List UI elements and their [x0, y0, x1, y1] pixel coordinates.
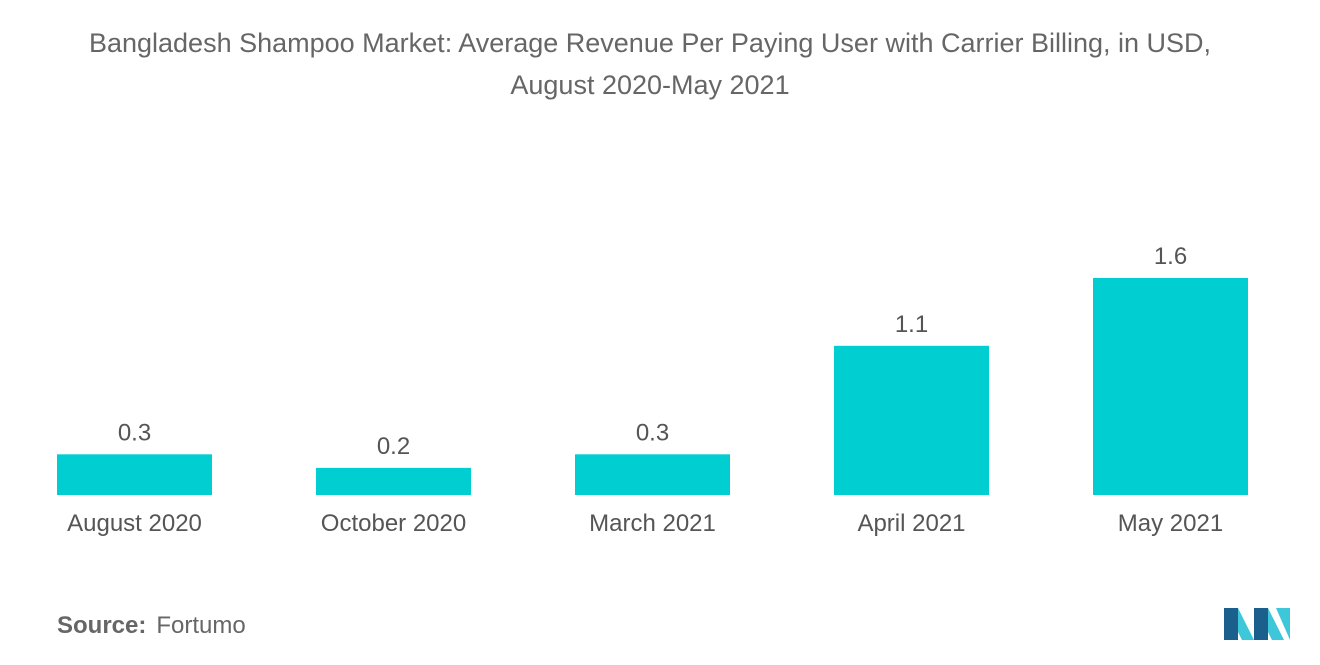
source-note: Source: Fortumo — [57, 612, 246, 640]
data-label: 0.2 — [377, 433, 410, 460]
logo-shape-1 — [1224, 608, 1238, 640]
chart-title: Bangladesh Shampoo Market: Average Reven… — [0, 22, 1300, 106]
x-tick-label: October 2020 — [321, 510, 466, 537]
x-tick-label: April 2021 — [857, 510, 965, 537]
mordor-intelligence-logo-icon — [1224, 608, 1290, 640]
data-label: 1.6 — [1154, 243, 1187, 270]
data-label: 1.1 — [895, 311, 928, 338]
x-tick-label: May 2021 — [1118, 510, 1223, 537]
x-tick-label: August 2020 — [67, 510, 202, 537]
chart-title-line-1: Bangladesh Shampoo Market: Average Reven… — [88, 28, 1212, 58]
data-label: 0.3 — [636, 419, 669, 446]
bar-chart: 0.3 August 2020 0.2 October 2020 0.3 March 20… — [57, 243, 1248, 537]
bar-august-2020 — [57, 454, 212, 495]
bar-march-2021 — [575, 454, 730, 495]
logo-shape-5 — [1276, 608, 1290, 640]
bar-may-2021 — [1093, 278, 1248, 495]
source-label: Source: — [57, 612, 147, 639]
logo-shape-2 — [1238, 608, 1254, 640]
data-label: 0.3 — [118, 419, 151, 446]
bar-april-2021 — [834, 345, 989, 495]
logo-shape-3 — [1254, 608, 1268, 640]
logo-shape-4 — [1268, 608, 1284, 640]
bar-october-2020 — [316, 467, 471, 495]
source-value: Fortumo — [156, 612, 246, 639]
x-tick-label: March 2021 — [589, 510, 716, 537]
chart-title-line-2: August 2020-May 2021 — [510, 70, 790, 100]
